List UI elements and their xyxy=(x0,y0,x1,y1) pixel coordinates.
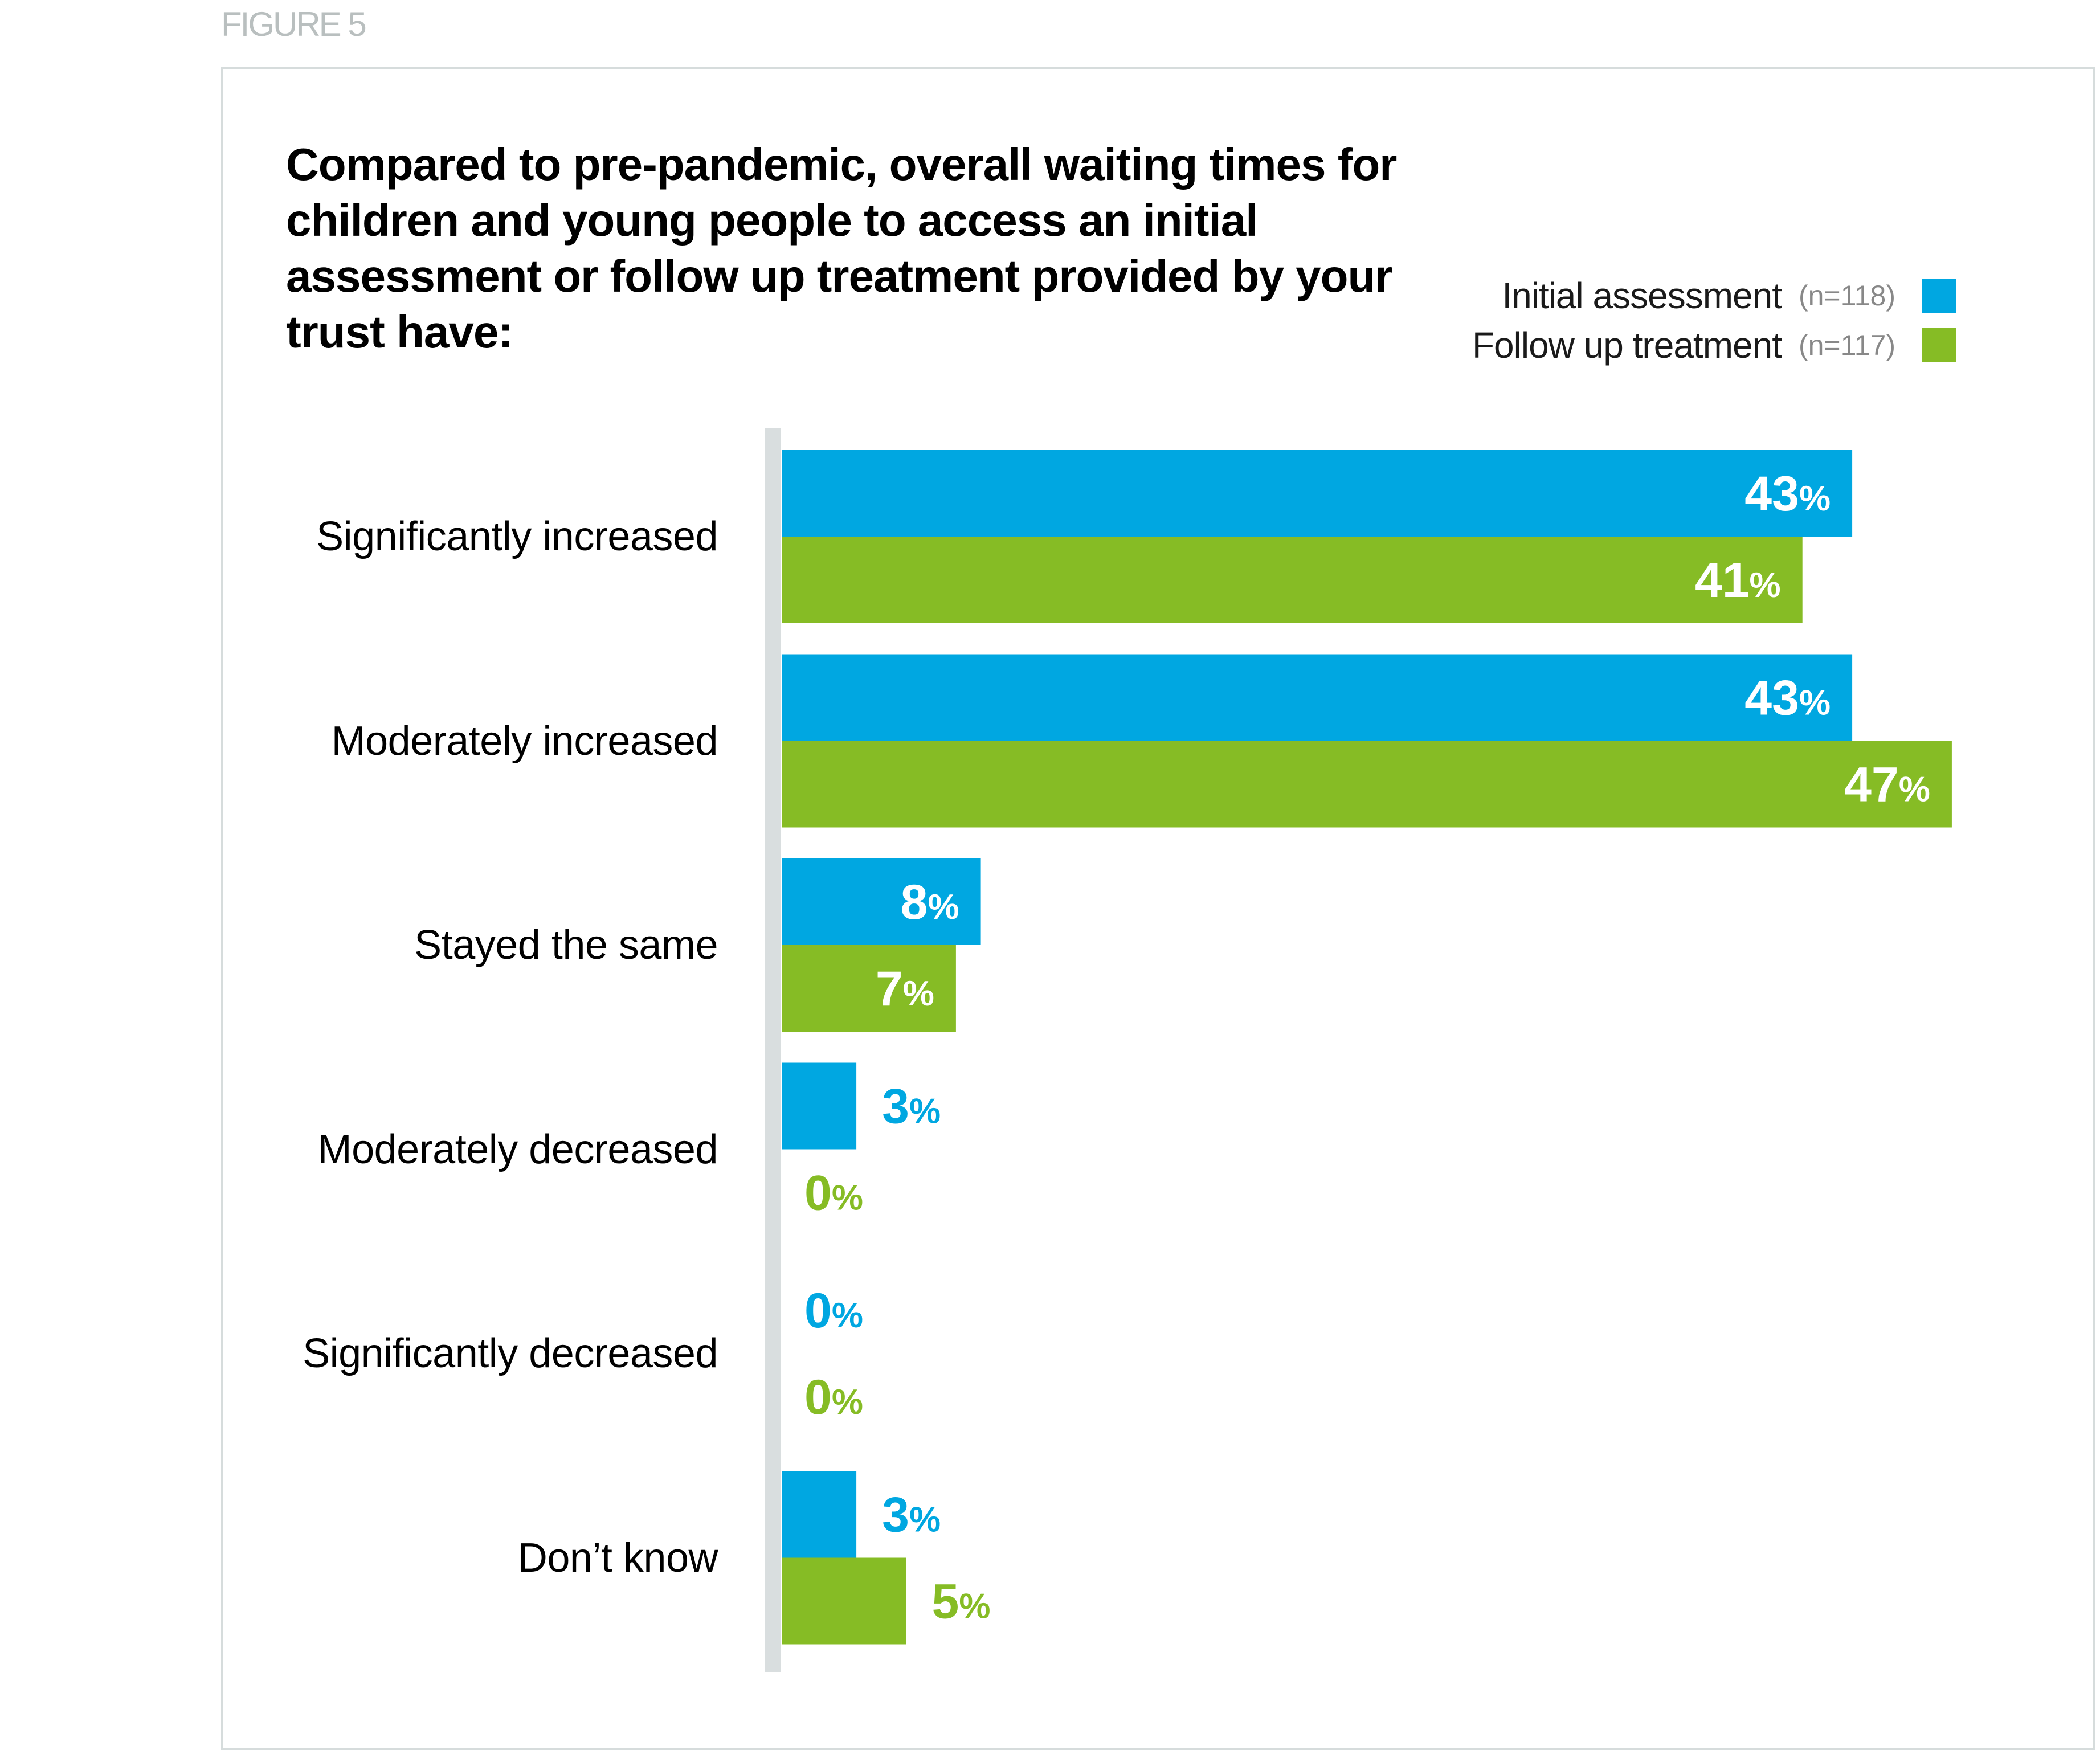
bar-follow-up-treatment xyxy=(782,1557,906,1645)
data-label: 41% xyxy=(1695,553,1781,608)
data-label: 7% xyxy=(876,962,934,1016)
bar-follow-up-treatment xyxy=(782,945,956,1032)
chart-title: Compared to pre-pandemic, overall waitin… xyxy=(286,139,1397,357)
data-label: 3% xyxy=(882,1488,941,1543)
category-label: Moderately increased xyxy=(331,718,718,764)
data-label: 43% xyxy=(1744,671,1831,726)
data-label: 5% xyxy=(932,1575,991,1629)
bar-follow-up-treatment xyxy=(782,537,1803,623)
category-label: Don’t know xyxy=(517,1535,718,1581)
bar-initial-assessment xyxy=(782,654,1853,741)
bar-initial-assessment xyxy=(782,858,981,945)
data-label: 3% xyxy=(882,1080,941,1134)
data-label: 8% xyxy=(901,875,959,930)
legend-label: Initial assessment xyxy=(1502,275,1782,316)
legend-label: Follow up treatment xyxy=(1472,325,1782,366)
data-label: 47% xyxy=(1844,758,1930,812)
data-label: 43% xyxy=(1744,467,1831,521)
figure-label: FIGURE 5 xyxy=(221,5,367,43)
category-label: Stayed the same xyxy=(414,922,718,968)
y-axis-line xyxy=(765,428,781,1672)
bar-initial-assessment xyxy=(782,450,1853,537)
legend-sample-size: (n=117) xyxy=(1798,329,1895,361)
legend-item-initial-assessment: Initial assessment (n=118) xyxy=(1502,275,1956,316)
data-label: 0% xyxy=(804,1370,863,1425)
category-label: Significantly decreased xyxy=(303,1331,718,1376)
data-label: 0% xyxy=(804,1283,863,1338)
legend-swatch-blue xyxy=(1922,279,1956,313)
legend-swatch-green xyxy=(1922,328,1956,362)
bar-initial-assessment xyxy=(782,1062,857,1150)
chart-frame xyxy=(221,67,2095,1750)
data-label: 0% xyxy=(804,1166,863,1221)
category-label: Moderately decreased xyxy=(317,1126,718,1172)
legend-sample-size: (n=118) xyxy=(1798,280,1895,312)
legend-item-follow-up-treatment: Follow up treatment (n=117) xyxy=(1472,325,1956,366)
bar-follow-up-treatment xyxy=(782,741,1952,828)
bar-initial-assessment xyxy=(782,1471,857,1558)
category-label: Significantly increased xyxy=(316,514,718,559)
